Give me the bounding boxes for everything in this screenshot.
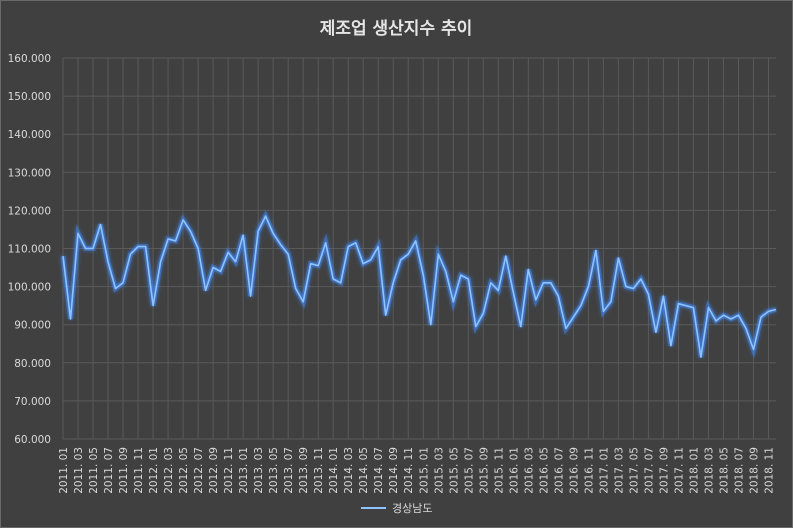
legend: 경상남도 — [361, 502, 432, 515]
series-line — [62, 215, 777, 358]
x-tick-label: 2012. 05 — [178, 447, 190, 494]
y-tick-label: 130.000 — [8, 167, 51, 179]
y-tick-label: 100.000 — [8, 282, 51, 294]
x-tick-label: 2014. 01 — [328, 447, 340, 494]
x-tick-label: 2012. 03 — [163, 447, 175, 494]
x-tick-label: 2015. 09 — [478, 447, 490, 494]
x-tick-label: 2011. 07 — [103, 447, 115, 494]
x-tick-label: 2017. 05 — [628, 447, 640, 494]
x-tick-label: 2013. 11 — [313, 447, 325, 494]
x-tick-label: 2012. 01 — [148, 447, 160, 494]
y-tick-label: 70.000 — [14, 396, 51, 408]
x-tick-label: 2011. 01 — [58, 447, 70, 494]
x-tick-label: 2011. 05 — [88, 447, 100, 494]
x-tick-label: 2016. 11 — [583, 447, 595, 494]
x-tick-label: 2015. 03 — [433, 447, 445, 494]
x-tick-label: 2013. 07 — [283, 447, 295, 494]
x-tick-label: 2017. 09 — [658, 447, 670, 494]
y-tick-label: 150.000 — [8, 91, 51, 103]
x-tick-label: 2014. 03 — [343, 447, 355, 494]
y-tick-label: 140.000 — [8, 129, 51, 141]
x-tick-label: 2017. 11 — [673, 447, 685, 494]
x-tick-label: 2011. 11 — [133, 447, 145, 494]
x-tick-label: 2016. 05 — [538, 447, 550, 494]
x-tick-label: 2018. 09 — [748, 447, 760, 494]
x-tick-label: 2013. 01 — [238, 447, 250, 494]
x-tick-label: 2016. 09 — [568, 447, 580, 494]
y-tick-label: 80.000 — [14, 358, 51, 370]
y-tick-label: 110.000 — [8, 244, 51, 256]
x-axis-ticks: 2011. 01 2011. 03 2011. 05 2011. 07 2011. 09… — [58, 447, 775, 494]
y-tick-label: 90.000 — [14, 320, 51, 332]
x-tick-label: 2016. 03 — [523, 447, 535, 494]
x-tick-label: 2016. 01 — [508, 447, 520, 494]
x-tick-label: 2015. 05 — [448, 447, 460, 494]
x-tick-label: 2018. 05 — [718, 447, 730, 494]
y-tick-label: 160.000 — [8, 53, 51, 65]
x-tick-label: 2018. 11 — [763, 447, 775, 494]
x-tick-label: 2017. 01 — [598, 447, 610, 494]
x-tick-label: 2014. 09 — [388, 447, 400, 494]
x-tick-label: 2018. 07 — [733, 447, 745, 494]
y-tick-label: 120.000 — [8, 205, 51, 217]
x-tick-label: 2015. 01 — [418, 447, 430, 494]
x-tick-label: 2014. 07 — [373, 447, 385, 494]
y-tick-label: 60.000 — [14, 434, 51, 446]
x-tick-label: 2013. 09 — [298, 447, 310, 494]
x-tick-label: 2014. 05 — [358, 447, 370, 494]
x-tick-label: 2016. 07 — [553, 447, 565, 494]
x-tick-label: 2015. 11 — [493, 447, 505, 494]
legend-label: 경상남도 — [392, 502, 432, 515]
x-tick-label: 2013. 05 — [268, 447, 280, 494]
x-tick-label: 2017. 07 — [643, 447, 655, 494]
x-tick-label: 2018. 03 — [703, 447, 715, 494]
x-tick-label: 2015. 07 — [463, 447, 475, 494]
x-tick-label: 2012. 11 — [223, 447, 235, 494]
x-tick-label: 2013. 03 — [253, 447, 265, 494]
x-tick-label: 2012. 09 — [208, 447, 220, 494]
x-tick-label: 2018. 01 — [688, 447, 700, 494]
x-tick-label: 2012. 07 — [193, 447, 205, 494]
x-tick-label: 2011. 09 — [118, 447, 130, 494]
x-tick-label: 2017. 03 — [613, 447, 625, 494]
chart-title: 제조업 생산지수 추이 — [320, 19, 473, 39]
x-tick-label: 2014. 11 — [403, 447, 415, 494]
x-tick-label: 2011. 03 — [73, 447, 85, 494]
series-layer — [60, 210, 777, 359]
y-axis-ticks: 60.000 70.000 80.000 90.000 100.000 110.000 12… — [8, 53, 51, 446]
